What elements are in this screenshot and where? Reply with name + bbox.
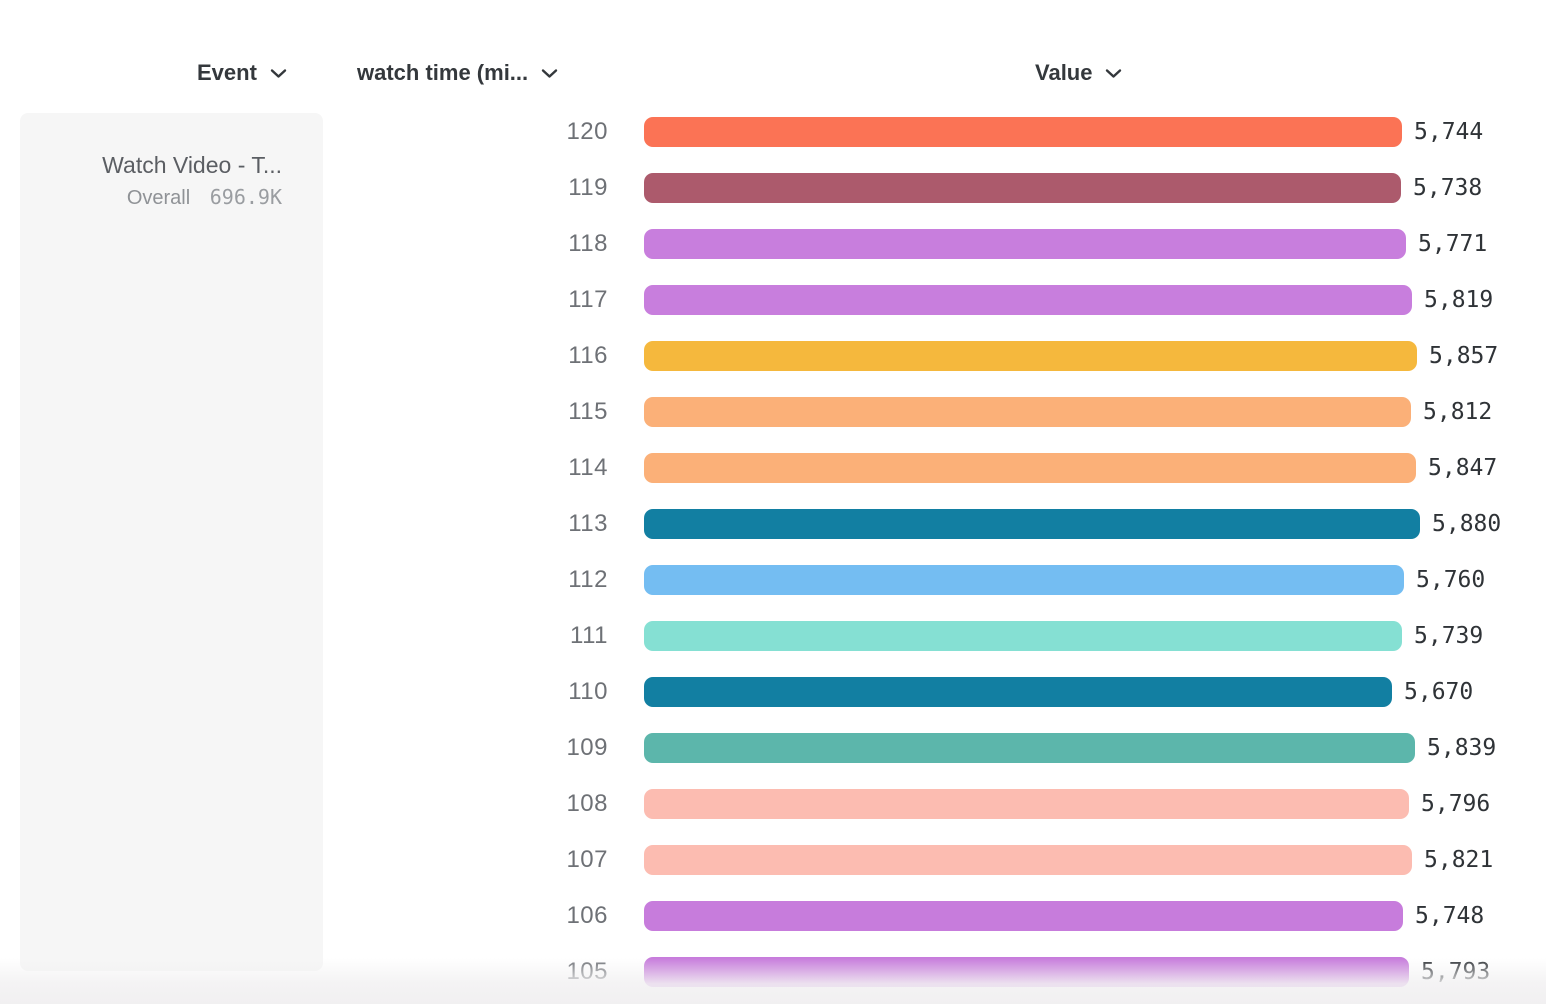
bar-value-label: 5,857 (1429, 343, 1499, 369)
row-category-label: 114 (568, 454, 608, 481)
row-category-label: 120 (566, 118, 608, 145)
row-category-label: 118 (568, 230, 608, 257)
row-category-label: 107 (566, 846, 608, 873)
overall-label: Overall (126, 187, 191, 209)
row-category-label: 113 (568, 510, 608, 537)
bar-segment[interactable] (644, 117, 1402, 147)
column-header-value-label: Value (1035, 60, 1093, 85)
event-overall-row: Overall 696.9K (20, 185, 282, 210)
chevron-down-icon[interactable] (270, 68, 287, 79)
chart-row: 116 5,857 (0, 328, 1546, 384)
bar-value-label: 5,744 (1414, 119, 1484, 145)
bar-segment[interactable] (644, 397, 1411, 427)
column-header-event[interactable]: Event (197, 58, 287, 88)
bar-value-label: 5,821 (1424, 847, 1494, 873)
bar-segment[interactable] (644, 621, 1402, 651)
bar-segment[interactable] (644, 845, 1412, 875)
chart-row: 109 5,839 (0, 720, 1546, 776)
column-header-event-label: Event (197, 60, 257, 85)
row-category-label: 111 (570, 622, 608, 649)
bar-segment[interactable] (644, 733, 1415, 763)
bar-segment[interactable] (644, 173, 1401, 203)
bar-value-label: 5,771 (1418, 231, 1488, 257)
bar-segment[interactable] (644, 677, 1392, 707)
column-header-watch-time[interactable]: watch time (mi... (357, 58, 558, 88)
chart-row: 115 5,812 (0, 384, 1546, 440)
chart-row: 106 5,748 (0, 888, 1546, 944)
row-category-label: 115 (568, 398, 608, 425)
column-header-watch-time-label: watch time (mi... (357, 60, 529, 85)
overall-value: 696.9K (209, 185, 282, 209)
chart-row: 111 5,739 (0, 608, 1546, 664)
bar-value-label: 5,738 (1413, 175, 1483, 201)
bar-segment[interactable] (644, 341, 1417, 371)
chart-row: 110 5,670 (0, 664, 1546, 720)
bar-value-label: 5,812 (1423, 399, 1493, 425)
chart-row: 107 5,821 (0, 832, 1546, 888)
bar-value-label: 5,796 (1421, 791, 1491, 817)
row-category-label: 109 (566, 734, 608, 761)
bar-value-label: 5,670 (1404, 679, 1474, 705)
bar-segment[interactable] (644, 957, 1409, 987)
bar-value-label: 5,847 (1428, 455, 1498, 481)
row-category-label: 112 (568, 566, 608, 593)
bar-segment[interactable] (644, 285, 1412, 315)
bar-segment[interactable] (644, 229, 1406, 259)
bar-value-label: 5,748 (1415, 903, 1485, 929)
bar-value-label: 5,880 (1432, 511, 1502, 537)
row-category-label: 117 (568, 286, 608, 313)
chart-row: 108 5,796 (0, 776, 1546, 832)
row-category-label: 119 (568, 174, 608, 201)
row-category-label: 108 (566, 790, 608, 817)
bar-value-label: 5,760 (1416, 567, 1486, 593)
bar-segment[interactable] (644, 789, 1409, 819)
chart-row: 114 5,847 (0, 440, 1546, 496)
column-header-value[interactable]: Value (1035, 58, 1122, 88)
chart-row: 120 5,744 (0, 104, 1546, 160)
chart-row: 118 5,771 (0, 216, 1546, 272)
chart-row: 113 5,880 (0, 496, 1546, 552)
event-card[interactable]: Watch Video - T... Overall 696.9K (20, 113, 323, 971)
chart-row: 119 5,738 (0, 160, 1546, 216)
bar-value-label: 5,739 (1414, 623, 1484, 649)
bar-segment[interactable] (644, 565, 1404, 595)
row-category-label: 105 (566, 958, 608, 985)
chevron-down-icon[interactable] (541, 68, 558, 79)
bar-segment[interactable] (644, 901, 1403, 931)
row-category-label: 106 (566, 902, 608, 929)
chart-row: 117 5,819 (0, 272, 1546, 328)
bar-segment[interactable] (644, 453, 1416, 483)
bar-value-label: 5,819 (1424, 287, 1494, 313)
row-category-label: 110 (568, 678, 608, 705)
chart-row: 105 5,793 (0, 944, 1546, 1000)
bar-value-label: 5,793 (1421, 959, 1491, 985)
chart-row: 112 5,760 (0, 552, 1546, 608)
bar-value-label: 5,839 (1427, 735, 1497, 761)
chevron-down-icon[interactable] (1105, 68, 1122, 79)
row-category-label: 116 (568, 342, 608, 369)
event-title: Watch Video - T... (102, 152, 282, 178)
bar-segment[interactable] (644, 509, 1420, 539)
